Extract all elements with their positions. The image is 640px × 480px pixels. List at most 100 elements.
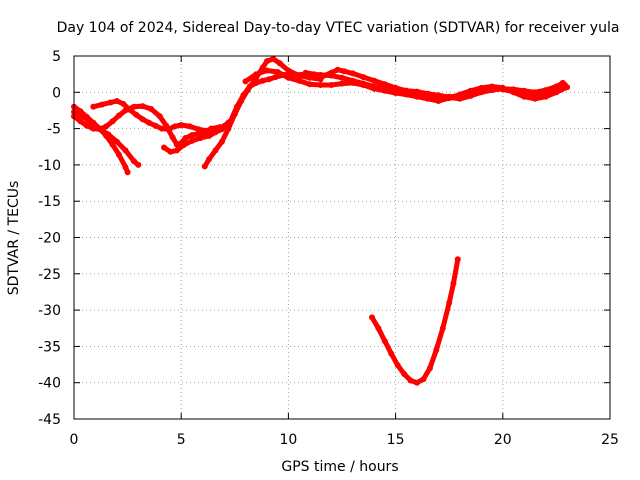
x-tick-label: 25: [601, 432, 619, 448]
data-point: [424, 90, 431, 97]
data-point: [414, 93, 420, 100]
data-point: [450, 280, 457, 287]
y-tick-label: -35: [38, 339, 61, 355]
data-point: [424, 95, 431, 102]
data-point: [182, 135, 189, 141]
data-point: [180, 142, 187, 149]
data-point: [259, 77, 266, 84]
y-tick-label: -25: [38, 267, 61, 283]
data-point: [274, 69, 281, 75]
data-point: [302, 69, 309, 76]
data-point: [532, 95, 538, 102]
data-point: [360, 74, 367, 81]
data-point: [105, 131, 112, 138]
x-tick-label: 5: [177, 432, 186, 448]
data-point: [276, 60, 283, 67]
data-point: [197, 135, 204, 141]
y-tick-label: -20: [38, 231, 61, 247]
data-point: [98, 101, 105, 108]
data-point: [521, 87, 528, 94]
data-point: [339, 80, 345, 87]
data-point: [158, 125, 165, 132]
data-point: [83, 122, 90, 129]
data-point: [218, 126, 225, 133]
data-point: [139, 116, 146, 123]
data-point: [225, 125, 232, 132]
data-point: [553, 89, 560, 96]
y-tick-label: 5: [52, 49, 61, 65]
data-point: [212, 147, 219, 154]
data-point: [542, 87, 549, 94]
data-point: [103, 123, 110, 130]
data-point: [178, 122, 185, 128]
data-point: [131, 158, 137, 165]
x-axis-label: GPS time / hours: [281, 459, 398, 475]
data-point: [478, 84, 485, 91]
data-point: [206, 156, 213, 163]
data-point: [371, 85, 378, 92]
data-point: [328, 69, 335, 76]
grid: [74, 56, 610, 419]
data-point: [270, 55, 277, 62]
series-track-d: [90, 98, 232, 134]
y-tick-label: -45: [38, 412, 61, 428]
data-point: [369, 314, 375, 321]
data-point: [456, 95, 463, 102]
series-track-i: [302, 66, 566, 102]
data-point: [435, 98, 442, 104]
data-point: [109, 118, 116, 125]
data-point: [122, 164, 129, 171]
y-tick-label: -5: [47, 122, 61, 138]
data-point: [135, 161, 142, 168]
data-point: [403, 87, 410, 94]
data-point: [90, 125, 97, 132]
data-point: [381, 81, 388, 88]
data-point: [489, 87, 496, 94]
x-tick-label: 20: [494, 432, 512, 448]
data-point: [349, 70, 356, 77]
data-point: [349, 79, 356, 86]
data-point: [188, 132, 195, 139]
data-point: [467, 87, 474, 94]
data-point: [242, 78, 249, 85]
data-point: [195, 126, 202, 133]
series-track-j: [369, 256, 461, 386]
data-point: [169, 134, 176, 141]
data-point: [233, 103, 240, 110]
data-point: [542, 93, 549, 100]
data-point: [532, 89, 538, 96]
y-tick-label: 0: [52, 85, 61, 101]
data-point: [156, 113, 163, 120]
data-point: [381, 338, 388, 345]
data-point: [152, 122, 159, 129]
data-point: [146, 119, 152, 126]
data-point: [116, 151, 122, 158]
data-point: [272, 74, 279, 81]
data-point: [173, 147, 180, 154]
data-point: [435, 92, 442, 99]
data-point: [264, 67, 270, 74]
data-point: [165, 126, 172, 133]
data-point: [253, 79, 260, 86]
data-point: [289, 71, 296, 78]
axis-ticks: 0 5 10 15 20 25 5 0 -5 -10 -15 -20 -25 -30 -35 -40 -45: [38, 49, 619, 448]
data-point: [446, 94, 453, 101]
x-tick-label: 10: [279, 432, 297, 448]
data-point: [306, 81, 313, 88]
data-point: [120, 100, 127, 107]
data-point: [394, 362, 401, 369]
data-point: [446, 299, 453, 306]
data-point: [375, 325, 382, 332]
data-point: [319, 73, 326, 80]
data-point: [559, 79, 566, 86]
data-point: [206, 132, 213, 139]
data-series: [71, 55, 571, 386]
data-point: [126, 106, 133, 113]
data-point: [478, 89, 485, 96]
data-point: [133, 111, 140, 118]
data-point: [107, 99, 114, 106]
data-point: [171, 123, 178, 130]
data-point: [328, 82, 335, 88]
data-point: [203, 127, 210, 134]
